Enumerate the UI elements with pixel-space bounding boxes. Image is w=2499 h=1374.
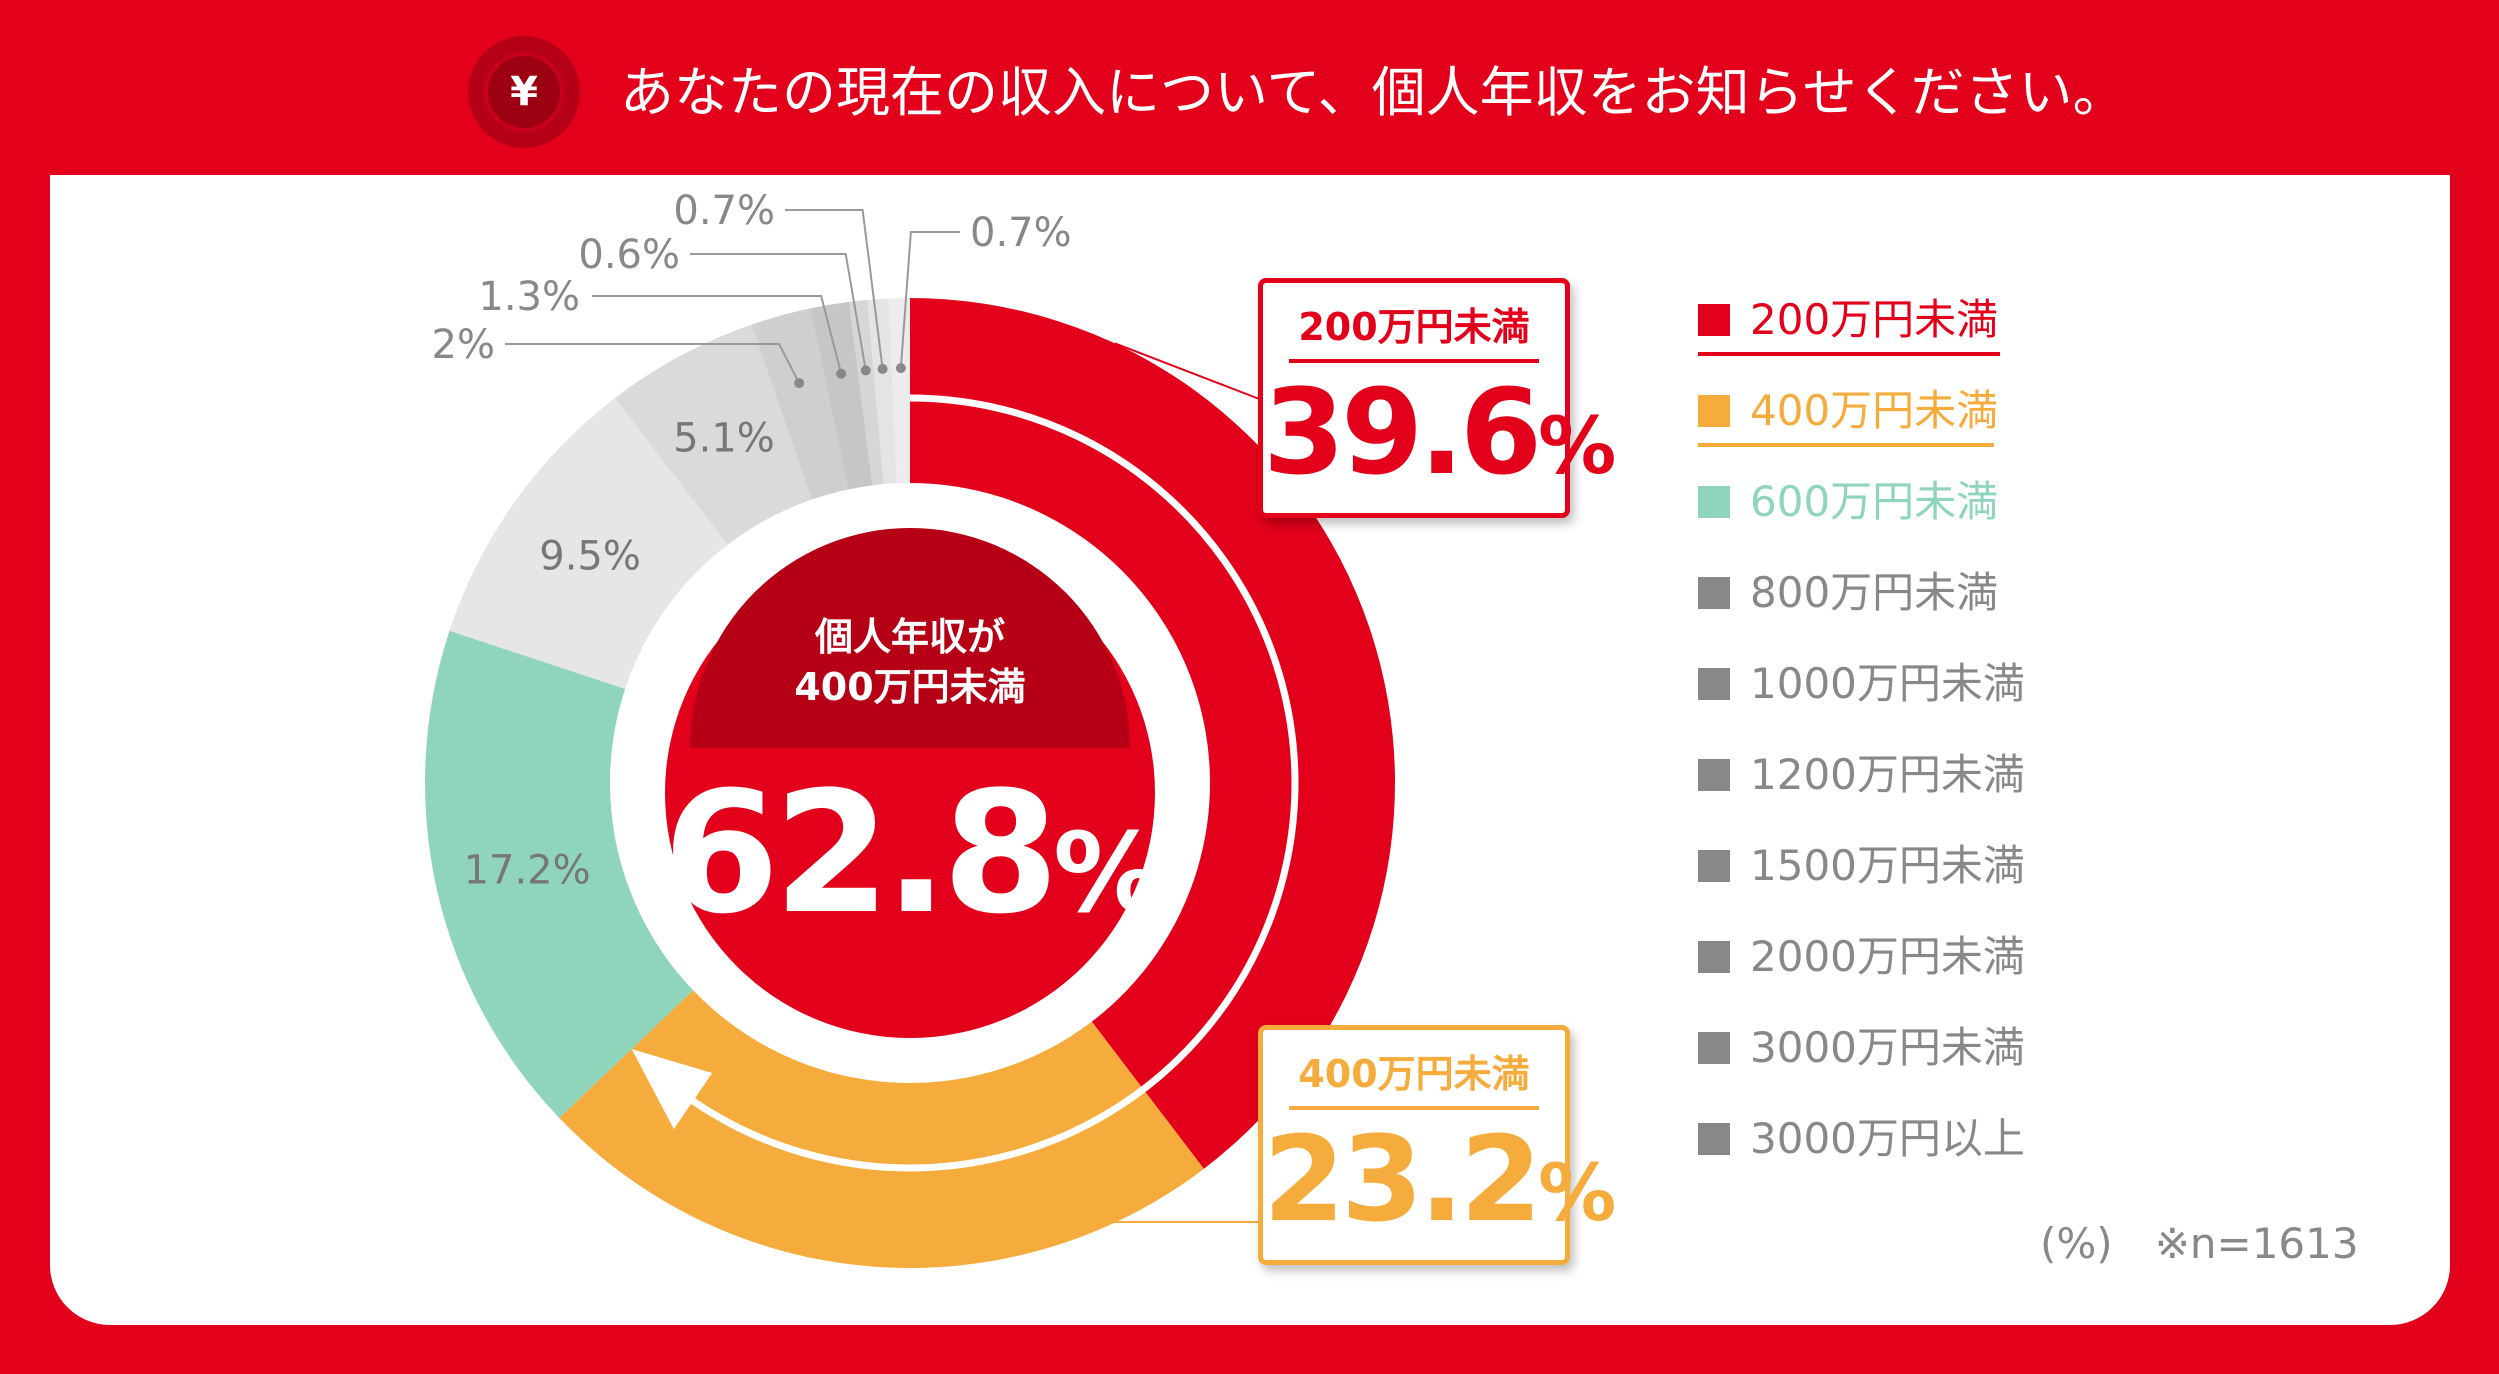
ring-segment-under1500 [810, 301, 873, 490]
ring-segment-over3000 [888, 298, 910, 484]
combined-bracket [631, 394, 1299, 1172]
combined-bracket-arc [658, 394, 1299, 1172]
yen-icon: ¥ [468, 36, 580, 148]
legend-swatch [1698, 941, 1730, 973]
header-bar: ¥ あなたの現在の収入について、個人年収をお知らせください。 [0, 0, 2499, 175]
slice-label-under3000: 0.7% [673, 188, 775, 234]
center-label-line1: 個人年収が [814, 615, 1005, 659]
legend-label: 800万円未満 [1750, 568, 1999, 617]
ring-segment-under3000 [867, 298, 897, 485]
callout-under-400: 400万円未満 23.2% [1258, 1025, 1616, 1265]
legend-swatch [1698, 850, 1730, 882]
center-label-band [690, 528, 1130, 748]
ring-segment-under2000 [849, 299, 884, 486]
callout-under-400-value: 23.2% [1263, 1114, 1616, 1280]
leader-dot-under1500 [836, 368, 847, 379]
leader-line-under1500 [592, 295, 843, 374]
legend-swatch [1698, 304, 1730, 336]
slice-label-under600: 17.2% [464, 847, 591, 893]
slice-label-over3000: 0.7% [970, 210, 1072, 256]
callout-under-200-value: 39.6% [1263, 367, 1616, 533]
slice-label-under1200: 2% [432, 322, 495, 368]
center-value-percent: % [1053, 809, 1163, 937]
leader-line-under2000 [690, 253, 867, 371]
legend-swatch [1698, 1032, 1730, 1064]
legend-underline [1698, 352, 2000, 356]
callout-connector-under400 [871, 1221, 1262, 1268]
legend-swatch [1698, 759, 1730, 791]
unit-label: (%) [2040, 1219, 2113, 1268]
legend-swatch [1698, 395, 1730, 427]
legend-label: 1000万円未満 [1750, 659, 2025, 708]
leader-line-over3000 [899, 231, 960, 369]
callout-under-200-number: 39.6 [1263, 363, 1542, 501]
callout-under-400-number: 23.2 [1263, 1110, 1542, 1248]
legend-underline [1698, 443, 1994, 447]
slice-labels: 17.2%9.5%5.1%2%1.3%0.6%0.7% 0.7% [432, 188, 1263, 1268]
leader-dot-over3000 [895, 363, 906, 374]
legend-label: 200万円未満 [1750, 295, 1999, 344]
legend-swatch [1698, 486, 1730, 518]
callout-under-200-percent: % [1538, 402, 1616, 492]
leader-dot-under3000 [877, 363, 888, 374]
leader-dot-under2000 [860, 365, 871, 376]
center-value-number: 62.8 [662, 755, 1060, 951]
legend-label: 1500万円未満 [1750, 841, 2025, 890]
leader-line-under1200 [505, 343, 801, 384]
slice-label-under1000: 5.1% [673, 415, 775, 461]
leader-line-under3000 [785, 209, 884, 370]
yen-icon-symbol: ¥ [484, 52, 564, 132]
combined-bracket-arrow-icon [631, 1048, 713, 1130]
leader-dot-under1200 [794, 378, 805, 389]
legend-label: 600万円未満 [1750, 477, 1999, 526]
legend-label: 2000万円未満 [1750, 932, 2025, 981]
callout-under-200-label: 200万円未満 [1289, 303, 1539, 363]
legend-label: 1200万円未満 [1750, 750, 2025, 799]
legend-swatch [1698, 1123, 1730, 1155]
slice-label-under800: 9.5% [539, 534, 641, 580]
legend-swatch [1698, 668, 1730, 700]
ring-segment-under600 [425, 630, 694, 1119]
callout-under-400-label: 400万円未満 [1289, 1050, 1539, 1110]
slice-label-under2000: 0.6% [578, 232, 680, 278]
callout-under-400-percent: % [1538, 1149, 1616, 1239]
legend-label: 400万円未満 [1750, 386, 1999, 435]
ring-segment-under400 [559, 990, 1204, 1269]
center-value: 62.8% [660, 768, 1164, 991]
ring-segment-under1000 [614, 324, 812, 545]
slice-label-under1500: 1.3% [478, 274, 580, 320]
page-title: あなたの現在の収入について、個人年収をお知らせください。 [620, 61, 2127, 124]
legend-swatch [1698, 577, 1730, 609]
center-badge [665, 528, 1155, 1038]
center-label-line2: 400万円未満 [794, 665, 1026, 709]
callout-connector-under200 [1114, 342, 1263, 401]
callout-under-200: 200万円未満 39.6% [1258, 278, 1616, 518]
legend-label: 3000万円以上 [1750, 1114, 2025, 1163]
ring-segment-under1200 [751, 308, 849, 500]
center-label: 個人年収が 400万円未満 [720, 612, 1100, 712]
sample-size-note: ※n=1613 [2154, 1219, 2359, 1268]
footnote: (%) ※n=1613 [2040, 1210, 2359, 1271]
ring-segment-under800 [449, 398, 728, 689]
legend-label: 3000万円未満 [1750, 1023, 2025, 1072]
